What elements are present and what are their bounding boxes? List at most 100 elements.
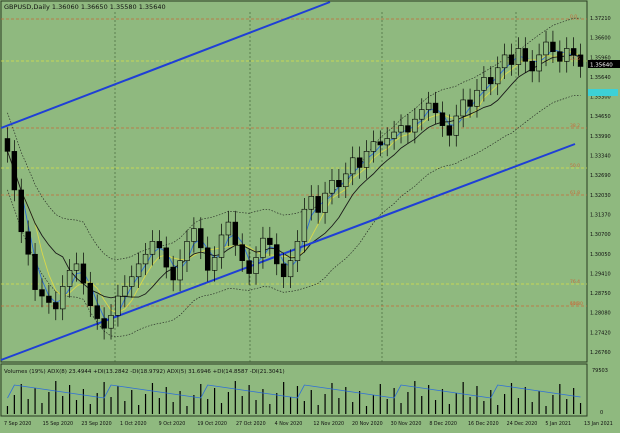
moving-average-line — [7, 51, 581, 314]
indicator-panel-frame — [0, 363, 588, 417]
candle-body — [25, 231, 31, 255]
candle-body — [501, 54, 508, 69]
candle-body — [481, 77, 487, 91]
candle-body — [356, 157, 363, 168]
price-axis-label: 1.29410 — [590, 271, 611, 277]
candle-body — [287, 260, 294, 278]
price-axis-label: 1.33990 — [590, 134, 611, 140]
date-axis-label: 27 Oct 2020 — [236, 421, 266, 427]
date-axis-label: 5 Jan 2021 — [545, 421, 571, 427]
candle-body — [46, 295, 52, 303]
candle-body — [343, 173, 349, 188]
candle-body — [135, 263, 142, 278]
candle-body — [211, 257, 218, 271]
channel-upper-line — [0, 1, 331, 129]
date-axis-label: 30 Nov 2020 — [391, 421, 422, 427]
fibonacci-label: 61.8 — [570, 190, 580, 196]
main-panel-frame — [0, 0, 588, 363]
candles — [4, 30, 584, 340]
candle-body — [94, 305, 100, 319]
candle-body — [508, 54, 515, 65]
candle-body — [87, 282, 94, 306]
candle-body — [515, 48, 522, 65]
date-axis-label: 12 Nov 2020 — [313, 421, 344, 427]
bollinger-bands — [7, 17, 581, 337]
price-axis-label: 1.37210 — [590, 16, 611, 22]
candle-body — [122, 286, 128, 297]
candle-body — [412, 118, 418, 133]
candle-body — [53, 302, 59, 310]
bid-price-tag — [588, 89, 618, 96]
candle-body — [308, 196, 314, 210]
candle-body — [349, 157, 356, 175]
candle-body — [336, 180, 342, 188]
price-axis-label: 1.35300 — [590, 95, 611, 101]
date-axis-label: 9 Oct 2020 — [159, 421, 186, 427]
date-axis-label: 7 Sep 2020 — [4, 421, 31, 427]
indicator-axis-bottom: 0 — [600, 410, 603, 416]
candle-body — [253, 257, 259, 274]
candle-body — [570, 48, 577, 56]
candle-body — [4, 138, 11, 152]
candle-body — [80, 263, 87, 284]
candle-body — [184, 241, 190, 261]
candle-body — [301, 208, 308, 242]
price-axis-label: 1.26760 — [590, 350, 611, 356]
candle-body — [198, 228, 204, 249]
candle-body — [32, 253, 38, 290]
main-title: GBPUSD,Daily 1.36060 1.36650 1.35580 1.3… — [4, 3, 166, 11]
candle-body — [425, 102, 432, 110]
fibonacci-label: 0.0 — [570, 14, 577, 20]
indicator-title: Volumes (19%) ADX(8) 23.4944 +DI(13.2842… — [4, 369, 285, 375]
candle-body — [129, 276, 135, 287]
candle-body — [543, 41, 549, 56]
price-axis: 1.37210 1.36600 1.35960 1.35640 1.35300 1.346… — [590, 16, 611, 356]
candle-body — [163, 247, 169, 268]
candle-body — [439, 112, 446, 126]
candle-body — [370, 141, 377, 152]
fibonacci-label: 61.8 — [570, 301, 580, 307]
adx-line — [7, 384, 581, 399]
candle-body — [363, 151, 370, 168]
candle-body — [177, 260, 183, 281]
date-axis-label: 13 Jan 2021 — [584, 421, 613, 427]
trend-channel — [0, 1, 576, 361]
volume-bars — [6, 381, 582, 414]
candle-body — [11, 151, 18, 191]
date-axis: 7 Sep 2020 15 Sep 2020 23 Sep 2020 1 Oct 20… — [4, 421, 613, 427]
moving-average-line — [7, 54, 581, 299]
candle-body — [232, 221, 239, 245]
candle-body — [246, 260, 252, 274]
candle-body — [280, 263, 287, 278]
candle-body — [557, 51, 563, 62]
channel-lower-line — [0, 143, 576, 361]
date-axis-label: 4 Nov 2020 — [275, 421, 303, 427]
price-axis-label: 1.28080 — [590, 311, 611, 317]
candle-body — [467, 99, 473, 107]
candle-body — [405, 125, 411, 133]
price-axis-label: 1.34650 — [590, 114, 611, 120]
price-axis-label: 1.35960 — [590, 55, 611, 61]
price-axis-label: 1.27420 — [590, 330, 611, 336]
candle-body — [446, 125, 453, 136]
candle-body — [59, 286, 66, 310]
candle-body — [460, 99, 466, 117]
candle-body — [474, 89, 480, 107]
band-lower — [7, 95, 581, 337]
candle-body — [218, 234, 225, 258]
price-axis-label: 1.30700 — [590, 232, 611, 238]
candle-body — [142, 253, 149, 265]
fibonacci-label: 100.0 — [570, 301, 583, 307]
candle-body — [391, 131, 397, 139]
candle-body — [453, 115, 459, 136]
current-price-tag — [588, 60, 620, 68]
candle-body — [432, 102, 439, 114]
candle-body — [66, 270, 73, 287]
price-axis-label: 1.36600 — [590, 36, 611, 42]
candle-body — [73, 263, 80, 271]
candle-body — [204, 247, 211, 271]
date-axis-label: 15 Sep 2020 — [43, 421, 73, 427]
candle-body — [577, 54, 584, 67]
